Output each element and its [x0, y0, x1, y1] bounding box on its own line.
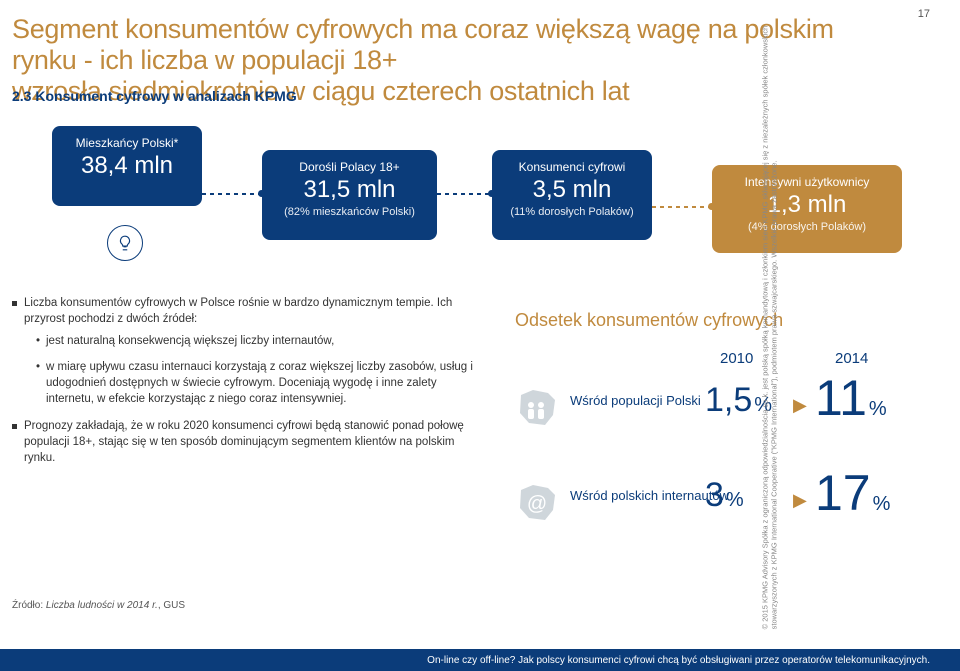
flow-box-label: Mieszkańcy Polski*: [66, 136, 188, 150]
body-bullet-1: jest naturalną konsekwencją większej lic…: [36, 333, 477, 349]
year-2014: 2014: [835, 350, 868, 367]
flow-box-value: 1,3 mln: [726, 191, 888, 219]
arrow-icon: ▶: [793, 490, 807, 511]
source-prefix: Źródło:: [12, 600, 46, 611]
flow-box-value: 31,5 mln: [276, 176, 423, 204]
flow-box-sub: (4% dorosłych Polaków): [726, 221, 888, 233]
source-suffix: , GUS: [158, 600, 185, 611]
body-paragraph-2: Prognozy zakładają, że w roku 2020 konsu…: [12, 418, 477, 466]
footer-bar: On-line czy off-line? Jak polscy konsume…: [0, 649, 960, 671]
source-title: Liczba ludności w 2014 r.: [46, 600, 158, 611]
flow-box-value: 3,5 mln: [506, 176, 638, 204]
year-2010: 2010: [720, 350, 753, 367]
flow-box-sub: (11% dorosłych Polaków): [506, 206, 638, 218]
flow-connector: [652, 206, 712, 208]
copyright-vertical: © 2015 KPMG Advisory Spółka z ograniczon…: [761, 9, 780, 629]
body-bullet-2: w miarę upływu czasu internauci korzysta…: [36, 359, 477, 407]
body-intro: Liczba konsumentów cyfrowych w Polsce ro…: [12, 295, 477, 408]
flow-box-value: 38,4 mln: [66, 152, 188, 180]
svg-text:@: @: [527, 493, 547, 515]
flow-box-label: Dorośli Polacy 18+: [276, 160, 423, 174]
stat-value-2014: 17%: [815, 464, 890, 522]
poland-map-people-icon: [515, 385, 560, 430]
flow-box-intensive-users: Intensywni użytkownicy 1,3 mln (4% doros…: [712, 165, 902, 253]
heading-line-1: Segment konsumentów cyfrowych ma coraz w…: [12, 14, 882, 76]
flow-box-digital-consumers: Konsumenci cyfrowi 3,5 mln (11% dorosłyc…: [492, 150, 652, 240]
stat-value-2010: 3%: [705, 476, 744, 515]
flow-box-label: Konsumenci cyfrowi: [506, 160, 638, 174]
flow-box-sub: (82% mieszkańców Polski): [276, 206, 423, 218]
poland-map-at-icon: @: [515, 480, 560, 525]
stat-value-2014: 11%: [815, 369, 887, 427]
flow-connector: [202, 193, 262, 195]
body-intro-text: Liczba konsumentów cyfrowych w Polsce ro…: [24, 297, 452, 325]
arrow-icon: ▶: [793, 395, 807, 416]
flow-box-adults: Dorośli Polacy 18+ 31,5 mln (82% mieszka…: [262, 150, 437, 240]
page-number: 17: [918, 8, 930, 20]
flow-box-label: Intensywni użytkownicy: [726, 175, 888, 189]
source-line: Źródło: Liczba ludności w 2014 r., GUS: [12, 600, 185, 611]
flow-diagram: Mieszkańcy Polski* 38,4 mln Dorośli Pola…: [12, 120, 942, 280]
section-heading: 2.3 Konsument cyfrowy w analizach KPMG: [12, 88, 297, 104]
flow-box-population: Mieszkańcy Polski* 38,4 mln: [52, 126, 202, 206]
right-heading: Odsetek konsumentów cyfrowych: [515, 310, 783, 331]
lightbulb-icon: [107, 225, 143, 261]
flow-connector: [437, 193, 492, 195]
body-text: Liczba konsumentów cyfrowych w Polsce ro…: [12, 295, 477, 474]
stat-label: Wśród populacji Polski: [570, 393, 701, 409]
footer-text: On-line czy off-line? Jak polscy konsume…: [427, 655, 930, 666]
